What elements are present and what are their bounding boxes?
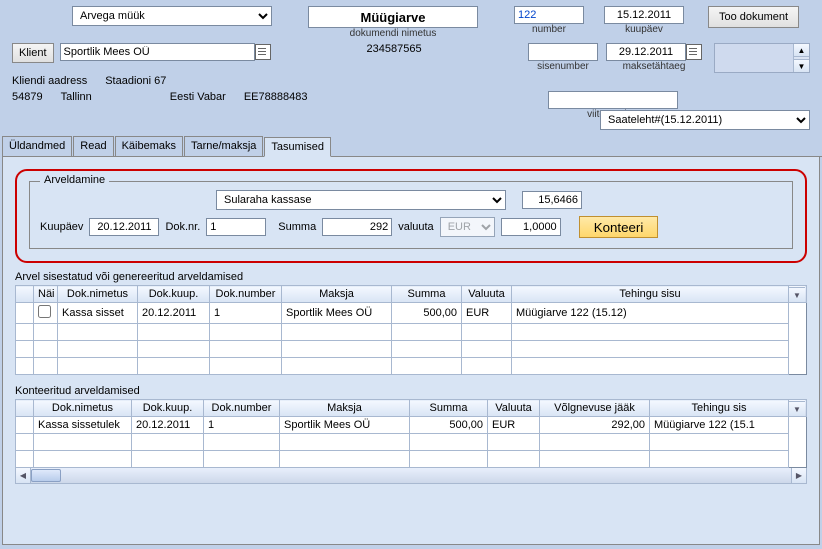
col-valuuta[interactable]: Valuuta [488, 400, 540, 417]
number-label: number [532, 24, 566, 35]
tasumised-panel: Arveldamine Sularaha kassase Kuupäev Dok… [2, 157, 820, 545]
grid1-title: Arvel sisestatud või genereeritud arveld… [15, 271, 807, 283]
doc-title-sub: dokumendi nimetus [350, 28, 437, 39]
grid2: Dok.nimetus Dok.kuup. Dok.number Maksja … [15, 399, 807, 484]
client-address-label: Kliendi aadress [12, 75, 87, 87]
arv-doknr-input[interactable] [206, 218, 266, 236]
col-summa[interactable]: Summa [410, 400, 488, 417]
date-input[interactable] [604, 6, 684, 24]
cell-tehingu: Müügiarve 122 (15.1 [650, 417, 789, 434]
row-checkbox[interactable] [38, 305, 51, 318]
city: Tallinn [61, 91, 92, 103]
col-valuuta[interactable]: Valuuta [462, 286, 512, 303]
konteeri-button[interactable]: Konteeri [579, 216, 659, 238]
cell-doknimetus: Kassa sissetulek [34, 417, 132, 434]
cell-doknumber: 1 [210, 303, 282, 324]
arveldamine-type-select[interactable]: Sularaha kassase [216, 190, 506, 210]
cell-doknumber: 1 [204, 417, 280, 434]
col-tehingu[interactable]: Tehingu sis [650, 400, 789, 417]
col-doknimetus[interactable]: Dok.nimetus [58, 286, 138, 303]
client-button[interactable]: Klient [12, 43, 54, 63]
due-date-label: maksetähtaeg [623, 61, 686, 72]
table-row[interactable] [16, 324, 807, 341]
street: Staadioni 67 [105, 75, 166, 87]
col-tehingu[interactable]: Tehingu sisu [512, 286, 789, 303]
scroll-down-icon[interactable]: ▼ [794, 59, 809, 72]
tab-kaibemaks[interactable]: Käibemaks [115, 136, 183, 156]
date-label: kuupäev [625, 24, 663, 35]
cell-volgnevuse: 292,00 [540, 417, 650, 434]
tab-tarne[interactable]: Tarne/maksja [184, 136, 263, 156]
arv-currency-select: EUR [440, 217, 495, 237]
table-row[interactable] [16, 451, 807, 468]
table-row[interactable] [16, 434, 807, 451]
reg-code: EE78888483 [244, 91, 308, 103]
inner-number-input[interactable] [528, 43, 598, 61]
cell-dokkuup: 20.12.2011 [138, 303, 210, 324]
cell-summa: 500,00 [392, 303, 462, 324]
col-nai[interactable]: Näi [34, 286, 58, 303]
tab-uldandmed[interactable]: Üldandmed [2, 136, 72, 156]
ref-number-input[interactable] [548, 91, 678, 109]
due-date-lookup-icon[interactable] [686, 44, 702, 60]
client-code: 234587565 [367, 43, 422, 55]
table-row[interactable] [16, 358, 807, 375]
arv-date-label: Kuupäev [40, 221, 83, 233]
cell-tehingu: Müügiarve 122 (15.12) [512, 303, 789, 324]
scroll-up-icon[interactable]: ▲ [794, 44, 809, 57]
tab-tasumised[interactable]: Tasumised [264, 137, 331, 157]
arveldamine-highlight: Arveldamine Sularaha kassase Kuupäev Dok… [15, 169, 807, 263]
arv-doknr-label: Dok.nr. [165, 221, 200, 233]
table-row[interactable] [16, 341, 807, 358]
cell-dokkuup: 20.12.2011 [132, 417, 204, 434]
grid2-title: Konteeritud arveldamised [15, 385, 807, 397]
rate1-input[interactable] [522, 191, 582, 209]
document-header: Arvega müük Müügiarve dokumendi nimetus … [0, 0, 822, 132]
side-scroll-area: ▲ ▼ [714, 43, 810, 73]
col-summa[interactable]: Summa [392, 286, 462, 303]
arv-currency-label: valuuta [398, 221, 433, 233]
client-lookup-icon[interactable] [255, 44, 271, 60]
number-input[interactable] [514, 6, 584, 24]
col-doknumber[interactable]: Dok.number [210, 286, 282, 303]
col-doknumber[interactable]: Dok.number [204, 400, 280, 417]
tab-bar: Üldandmed Read Käibemaks Tarne/maksja Ta… [2, 136, 822, 157]
cell-maksja: Sportlik Mees OÜ [282, 303, 392, 324]
country: Eesti Vabar [170, 91, 226, 103]
table-header-row: Näi Dok.nimetus Dok.kuup. Dok.number Mak… [16, 286, 807, 303]
col-doknimetus[interactable]: Dok.nimetus [34, 400, 132, 417]
col-dokkuup[interactable]: Dok.kuup. [138, 286, 210, 303]
cell-valuuta: EUR [488, 417, 540, 434]
table-row[interactable]: Kassa sisset 20.12.2011 1 Sportlik Mees … [16, 303, 807, 324]
arv-sum-input[interactable] [322, 218, 392, 236]
arveldamine-legend: Arveldamine [40, 174, 109, 186]
col-maksja[interactable]: Maksja [280, 400, 410, 417]
grid1: Näi Dok.nimetus Dok.kuup. Dok.number Mak… [15, 285, 807, 375]
due-date-input[interactable] [606, 43, 686, 61]
arv-date-input[interactable] [89, 218, 159, 236]
col-volgnevuse[interactable]: Võlgnevuse jääk [540, 400, 650, 417]
sale-type-select[interactable]: Arvega müük [72, 6, 272, 26]
col-dokkuup[interactable]: Dok.kuup. [132, 400, 204, 417]
fetch-document-button[interactable]: Too dokument [708, 6, 799, 28]
cell-doknimetus: Kassa sisset [58, 303, 138, 324]
postal: 54879 [12, 91, 43, 103]
arv-sum-label: Summa [278, 221, 316, 233]
doc-title: Müügiarve [308, 6, 478, 28]
col-blank[interactable] [16, 286, 34, 303]
col-blank[interactable] [16, 400, 34, 417]
table-header-row: Dok.nimetus Dok.kuup. Dok.number Maksja … [16, 400, 807, 417]
rate2-input[interactable] [501, 218, 561, 236]
grid2-hscroll[interactable] [15, 468, 807, 484]
client-name-input[interactable] [60, 43, 255, 61]
inner-number-label: sisenumber [537, 61, 589, 72]
cell-summa: 500,00 [410, 417, 488, 434]
cell-valuuta: EUR [462, 303, 512, 324]
cell-maksja: Sportlik Mees OÜ [280, 417, 410, 434]
table-row[interactable]: Kassa sissetulek 20.12.2011 1 Sportlik M… [16, 417, 807, 434]
tab-read[interactable]: Read [73, 136, 113, 156]
col-maksja[interactable]: Maksja [282, 286, 392, 303]
related-doc-select[interactable]: Saateleht#(15.12.2011) [600, 110, 810, 130]
